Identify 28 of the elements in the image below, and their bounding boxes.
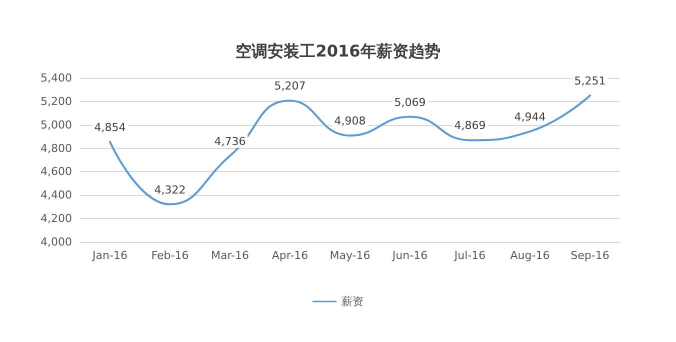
- legend-label: 薪资: [342, 295, 364, 308]
- y-tick-label: 4,400: [40, 188, 72, 202]
- x-tick-label: Aug-16: [510, 249, 550, 262]
- y-tick-label: 4,600: [40, 165, 72, 178]
- x-tick-label: May-16: [330, 249, 370, 262]
- x-tick-label: Feb-16: [151, 249, 189, 262]
- data-label: 5,207: [274, 80, 306, 93]
- x-tick-label: Sep-16: [570, 249, 610, 262]
- data-label: 5,251: [574, 74, 606, 88]
- y-tick-label: 5,400: [40, 72, 72, 84]
- x-tick-label: Jul-16: [453, 249, 486, 262]
- y-tick-label: 5,200: [40, 94, 72, 108]
- y-tick-label: 5,000: [40, 118, 72, 132]
- data-label: 4,322: [154, 183, 186, 196]
- data-label: 4,869: [454, 119, 486, 132]
- x-tick-label: Jun-16: [391, 249, 428, 262]
- data-label: 4,854: [94, 120, 126, 134]
- x-tick-label: Jan-16: [92, 249, 128, 262]
- data-label: 5,069: [394, 96, 426, 109]
- y-tick-label: 4,200: [40, 212, 72, 226]
- data-label: 4,944: [514, 110, 546, 124]
- x-tick-label: Apr-16: [272, 249, 308, 262]
- chart-title: 空调安装工2016年薪资趋势: [236, 42, 440, 60]
- data-label: 4,908: [334, 114, 366, 128]
- x-tick-label: Mar-16: [210, 249, 250, 262]
- y-tick-label: 4,000: [40, 236, 72, 248]
- y-tick-label: 4,800: [40, 142, 72, 155]
- data-label: 4,736: [214, 134, 246, 148]
